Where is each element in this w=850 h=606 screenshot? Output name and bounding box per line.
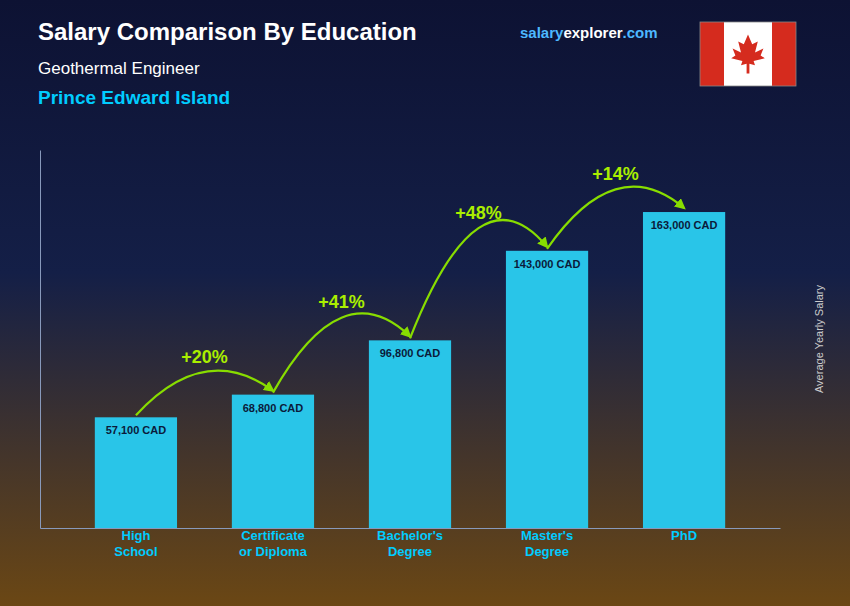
bar (95, 417, 177, 528)
change-arrow (136, 371, 273, 416)
change-label: +48% (455, 203, 502, 223)
flag-border (700, 22, 796, 86)
x-tick-label-line: Degree (525, 544, 569, 559)
x-tick-label-line: Certificate (241, 528, 305, 543)
flag-field (700, 22, 796, 86)
bar (369, 340, 451, 528)
y-axis-line (40, 151, 41, 529)
change-label: +14% (592, 164, 639, 184)
change-label: +20% (181, 347, 228, 367)
background (0, 0, 850, 606)
x-tick: HighSchool (114, 528, 157, 559)
x-tick-label: Master'sDegree (521, 528, 573, 559)
x-tick-label-line: High (121, 528, 150, 543)
x-tick-label-line: Degree (388, 544, 432, 559)
value-label: 57,100 CAD (106, 424, 167, 436)
change-arrow (410, 220, 547, 338)
bar (506, 251, 588, 528)
maple-leaf (731, 34, 765, 73)
x-tick-label-line: or Diploma (239, 544, 308, 559)
change-arrow (273, 313, 410, 392)
x-tick-label-line: School (114, 544, 157, 559)
y-axis-title: Average Yearly Salary (813, 284, 825, 393)
x-tick: Bachelor'sDegree (377, 528, 443, 559)
x-tick-label: PhD (671, 528, 697, 543)
source-text: explorer (563, 24, 622, 41)
value-label: 96,800 CAD (380, 347, 441, 359)
chart: Salary Comparison By Education Geothermal… (0, 0, 850, 606)
change-arrow (547, 187, 684, 249)
flag-stripe (772, 22, 796, 86)
y-axis (40, 151, 41, 529)
value-label: 163,000 CAD (651, 219, 718, 231)
x-tick: PhD (671, 528, 697, 543)
x-tick-label-line: Bachelor's (377, 528, 443, 543)
plot-area (95, 212, 725, 528)
subtitle: Prince Edward Island (38, 87, 230, 108)
source-text: .com (623, 24, 658, 41)
flag (700, 22, 796, 86)
x-tick-label: Certificateor Diploma (239, 528, 308, 559)
x-tick: Certificateor Diploma (239, 528, 308, 559)
x-tick-label: Bachelor'sDegree (377, 528, 443, 559)
source-text: salary (520, 24, 564, 41)
change-label: +41% (318, 292, 365, 312)
x-axis: HighSchool Certificateor Diploma Bachelor'… (41, 528, 781, 559)
x-tick-label-line: Master's (521, 528, 573, 543)
flag-stripe (700, 22, 724, 86)
bar (232, 395, 314, 528)
title: Salary Comparison By Education (38, 18, 417, 45)
x-tick-label: HighSchool (114, 528, 157, 559)
value-label: 68,800 CAD (243, 402, 304, 414)
value-label: 143,000 CAD (514, 258, 581, 270)
subtitle: Geothermal Engineer (38, 59, 200, 78)
bar (643, 212, 725, 528)
x-tick-label-line: PhD (671, 528, 697, 543)
x-tick: Master'sDegree (521, 528, 573, 559)
